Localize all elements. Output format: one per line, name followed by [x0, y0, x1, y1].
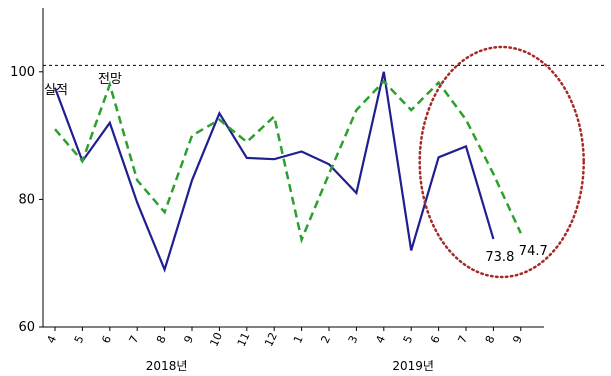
data-label: 74.7: [519, 244, 548, 259]
data-label: 73.8: [485, 250, 514, 265]
series-line-forecast: [54, 79, 522, 244]
year-label: 2019년: [392, 359, 434, 373]
y-tick-label: 100: [10, 65, 35, 80]
x-tick-label: 6: [99, 334, 114, 346]
x-tick-label: 7: [127, 334, 142, 346]
series-label-actual: 실적: [44, 83, 68, 98]
series-lines: [53, 71, 522, 273]
highlight-group: [418, 45, 585, 279]
x-tick-label: 5: [72, 334, 87, 346]
year-label: 2018년: [146, 359, 188, 373]
x-tick-label: 9: [510, 334, 525, 346]
x-tick-label: 8: [154, 334, 169, 346]
x-tick-label: 9: [181, 334, 196, 346]
x-tick-label: 5: [401, 334, 416, 346]
x-tick-label: 6: [428, 334, 443, 346]
x-tick-label: 2: [318, 334, 333, 346]
x-tick-label: 10: [207, 330, 225, 348]
x-tick-label: 11: [235, 330, 253, 348]
series-label-forecast: 전망: [98, 72, 122, 87]
x-tick-label: 4: [44, 334, 59, 346]
labels-group: 실적 전망 73.8 74.7: [44, 72, 548, 265]
x-tick-label: 1: [291, 334, 306, 346]
x-tick-label: 8: [483, 334, 498, 346]
highlight-ellipse: [418, 45, 585, 279]
x-tick-label: 4: [373, 334, 388, 346]
y-tick-label: 80: [18, 192, 35, 207]
y-tick-label: 60: [18, 320, 35, 335]
x-tick-label: 3: [346, 334, 361, 346]
series-line-actual: [53, 71, 495, 273]
x-tick-label: 12: [262, 330, 280, 348]
x-tick-label: 7: [455, 334, 470, 346]
